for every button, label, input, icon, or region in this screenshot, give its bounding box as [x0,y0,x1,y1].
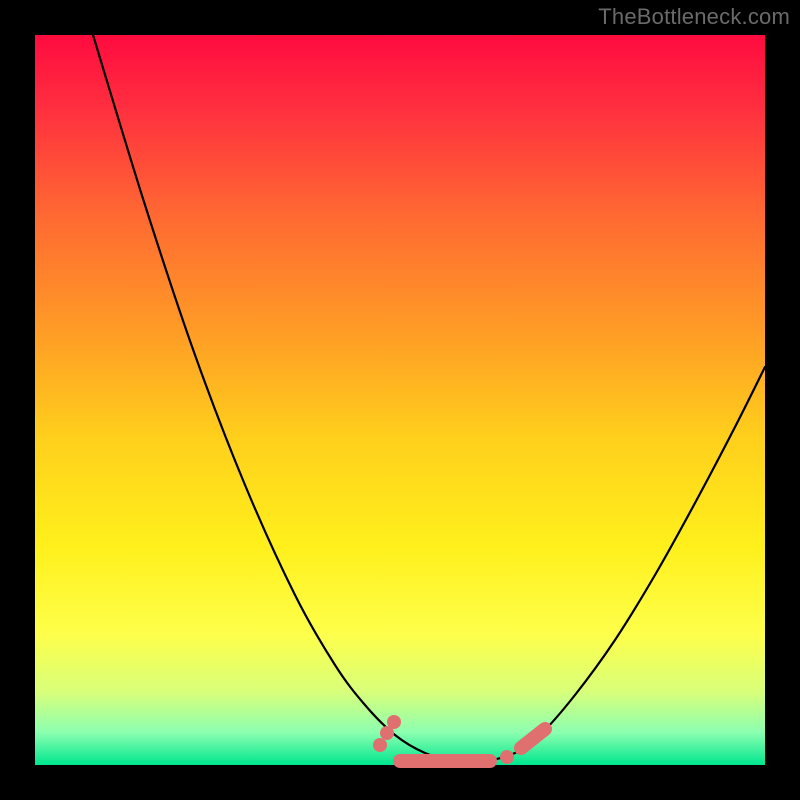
chart-stage: TheBottleneck.com [0,0,800,800]
marker-dot [500,750,514,764]
marker-dot [373,738,387,752]
bottleneck-chart [0,0,800,800]
marker-dot [387,715,401,729]
plot-gradient-background [35,35,765,765]
